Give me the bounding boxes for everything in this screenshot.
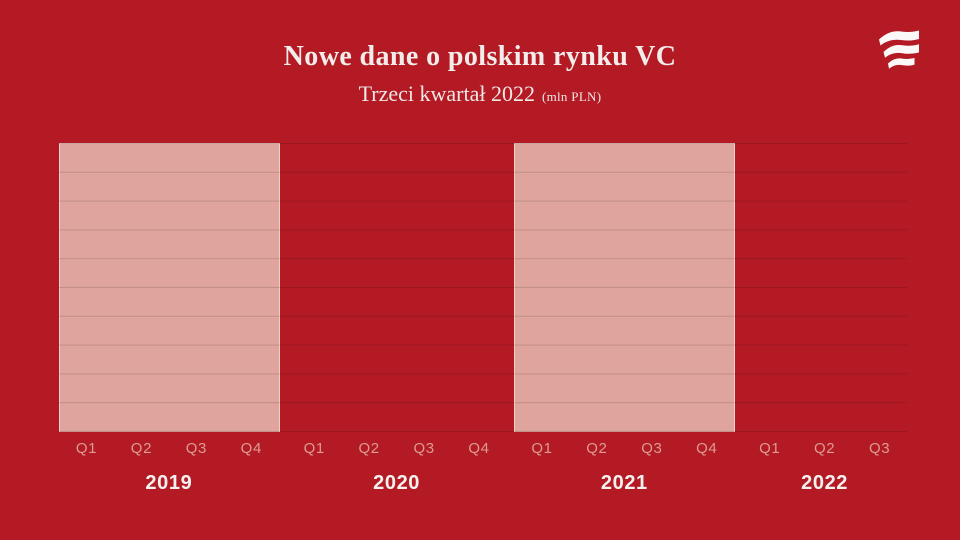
quarter-tick-label: Q1 (303, 440, 325, 457)
subtitle-unit-note: (mln PLN) (541, 88, 602, 104)
highlight-band-2021 (514, 143, 736, 432)
x-axis-group-2022: Q1 Q2 Q3 2022 (742, 440, 907, 495)
quarter-labels: Q1 Q2 Q3 (742, 440, 907, 457)
subtitle-text: Trzeci kwartał 2022 (358, 80, 535, 106)
year-label: 2021 (600, 472, 648, 494)
year-label: 2020 (373, 472, 421, 494)
quarterly-vc-chart: Q1 Q2 Q3 Q4 2019 Q1 Q2 Q3 Q4 2020 Q1 (59, 143, 907, 495)
quarter-labels: Q1 Q2 Q3 Q4 (514, 440, 734, 457)
band-2020 (288, 143, 507, 432)
year-bands (59, 143, 907, 432)
page-title: Nowe dane o polskim rynku VC (283, 41, 677, 72)
band-2022 (743, 143, 907, 432)
x-axis-group-2019: Q1 Q2 Q3 Q4 2019 (59, 440, 279, 495)
highlight-band-2019 (59, 143, 280, 432)
quarter-tick-label: Q3 (185, 440, 207, 457)
flag-stripes-icon (876, 26, 922, 70)
header: Nowe dane o polskim rynku VC Trzeci kwar… (0, 40, 960, 107)
quarter-tick-label: Q2 (130, 440, 153, 457)
quarter-tick-label: Q3 (641, 440, 663, 457)
year-label: 2022 (801, 472, 849, 494)
quarter-labels: Q1 Q2 Q3 Q4 (287, 440, 507, 457)
quarter-tick-label: Q1 (75, 440, 98, 457)
x-axis: Q1 Q2 Q3 Q4 2019 Q1 Q2 Q3 Q4 2020 Q1 (59, 440, 907, 495)
year-label: 2019 (145, 472, 193, 494)
plot-area (59, 143, 907, 432)
quarter-tick-label: Q2 (586, 440, 608, 457)
quarter-tick-label: Q4 (696, 440, 718, 457)
quarter-labels: Q1 Q2 Q3 Q4 (59, 440, 279, 457)
quarter-tick-label: Q1 (531, 440, 553, 457)
quarter-tick-label: Q1 (759, 440, 781, 457)
quarter-tick-label: Q3 (413, 440, 435, 457)
x-axis-group-2020: Q1 Q2 Q3 Q4 2020 (287, 440, 507, 495)
quarter-tick-label: Q2 (814, 440, 836, 457)
quarter-tick-label: Q3 (868, 440, 891, 457)
quarter-tick-label: Q4 (468, 440, 490, 457)
quarter-tick-label: Q4 (240, 440, 262, 457)
x-axis-group-2021: Q1 Q2 Q3 Q4 2021 (514, 440, 734, 495)
page-subtitle: Trzeci kwartał 2022 (mln PLN) (0, 81, 960, 107)
quarter-tick-label: Q2 (358, 440, 380, 457)
